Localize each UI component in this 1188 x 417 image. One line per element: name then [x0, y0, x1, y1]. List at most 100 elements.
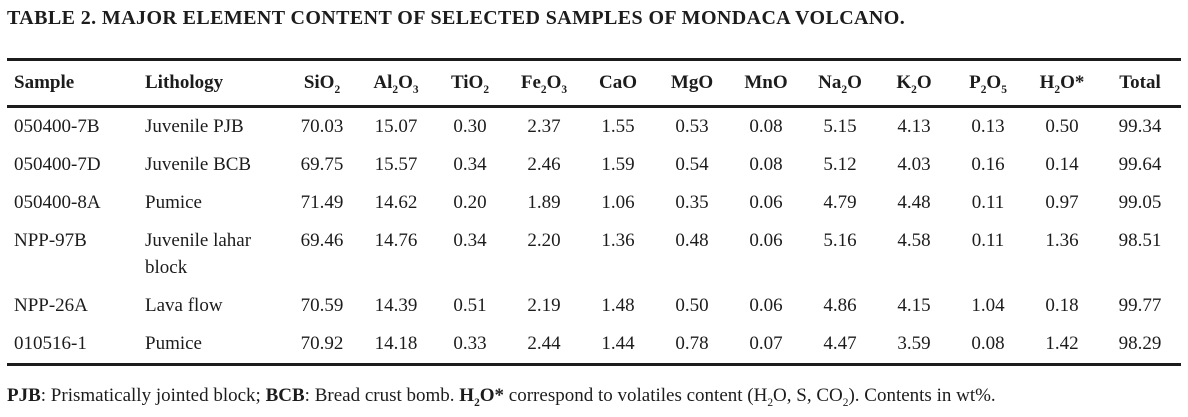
value-cell: 0.14: [1045, 154, 1079, 175]
value-cell: 0.54: [675, 154, 709, 175]
value-cell: 14.18: [374, 333, 418, 354]
sample-cell: 050400-7D: [14, 154, 101, 175]
lithology-cell: Juvenile lahar block: [145, 230, 252, 278]
lithology-cell: Juvenile BCB: [145, 154, 252, 175]
value-cell: 4.03: [897, 154, 931, 175]
value-cell: 0.08: [749, 116, 783, 137]
value-cell: 99.77: [1118, 295, 1162, 316]
column-header: H2O*: [1039, 72, 1085, 96]
value-cell: 4.13: [897, 116, 931, 137]
value-cell: 0.48: [675, 230, 709, 251]
footnote-segment: H2O*: [459, 385, 505, 409]
value-cell: 4.48: [897, 192, 931, 213]
value-cell: 1.36: [1045, 230, 1079, 251]
footnote-segment: : Bread crust bomb.: [304, 385, 460, 406]
footnote-segment: BCB: [265, 385, 305, 406]
value-cell: 0.11: [971, 192, 1005, 213]
value-cell: 2.44: [527, 333, 561, 354]
value-cell: 0.34: [453, 154, 487, 175]
column-header: SiO2: [303, 72, 341, 96]
value-cell: 15.57: [374, 154, 418, 175]
value-cell: 1.42: [1045, 333, 1079, 354]
value-cell: 69.46: [300, 230, 344, 251]
value-cell: 0.78: [675, 333, 709, 354]
value-cell: 2.46: [527, 154, 561, 175]
value-cell: 14.39: [374, 295, 418, 316]
value-cell: 71.49: [300, 192, 344, 213]
value-cell: 99.05: [1118, 192, 1162, 213]
sample-cell: 010516-1: [14, 333, 87, 354]
footnote-segment: PJB: [7, 385, 41, 406]
column-header: Na2O: [818, 72, 862, 96]
value-cell: 1.48: [601, 295, 635, 316]
value-cell: 4.15: [897, 295, 931, 316]
value-cell: 1.55: [601, 116, 635, 137]
value-cell: 0.20: [453, 192, 487, 213]
value-cell: 4.79: [823, 192, 857, 213]
column-header: CaO: [599, 72, 637, 93]
value-cell: 2.37: [527, 116, 561, 137]
value-cell: 0.50: [675, 295, 709, 316]
value-cell: 4.47: [823, 333, 857, 354]
value-cell: 14.62: [374, 192, 418, 213]
value-cell: 1.44: [601, 333, 635, 354]
value-cell: 5.12: [823, 154, 857, 175]
table-row: NPP-26A Lava flow 70.59 14.39 0.51 2.19 1.48 0.…: [7, 287, 1181, 325]
value-cell: 1.89: [527, 192, 561, 213]
value-cell: 0.30: [453, 116, 487, 137]
value-cell: 5.16: [823, 230, 857, 251]
value-cell: 14.76: [374, 230, 418, 251]
value-cell: 15.07: [374, 116, 418, 137]
value-cell: 70.92: [300, 333, 344, 354]
table-body: 050400-7B Juvenile PJB 70.03 15.07 0.30 2.37 1…: [7, 107, 1181, 365]
value-cell: 4.86: [823, 295, 857, 316]
value-cell: 99.64: [1118, 154, 1162, 175]
value-cell: 0.18: [1045, 295, 1079, 316]
value-cell: 0.53: [675, 116, 709, 137]
table-title: TABLE 2. MAJOR ELEMENT CONTENT OF SELECT…: [7, 7, 906, 29]
value-cell: 0.06: [749, 192, 783, 213]
value-cell: 70.59: [300, 295, 344, 316]
lithology-cell: Juvenile PJB: [145, 116, 244, 137]
value-cell: 0.33: [453, 333, 487, 354]
lithology-cell: Lava flow: [145, 295, 223, 316]
column-header: Total: [1119, 72, 1161, 93]
sample-cell: 050400-8A: [14, 192, 101, 213]
value-cell: 5.15: [823, 116, 857, 137]
column-header: TiO2: [450, 72, 490, 96]
value-cell: 0.13: [971, 116, 1005, 137]
column-header: MnO: [744, 72, 788, 93]
lithology-cell: Pumice: [145, 333, 202, 354]
value-cell: 69.75: [300, 154, 344, 175]
value-cell: 0.97: [1045, 192, 1079, 213]
value-cell: 0.08: [749, 154, 783, 175]
table-row: 050400-7B Juvenile PJB 70.03 15.07 0.30 2.37 1…: [7, 107, 1181, 147]
value-cell: 70.03: [300, 116, 344, 137]
column-header: K2O: [896, 72, 932, 96]
footnote-segment: correspond to volatiles content (H2O, S,…: [504, 385, 996, 409]
column-header: P2O5: [969, 72, 1007, 96]
value-cell: 2.20: [527, 230, 561, 251]
value-cell: 1.06: [601, 192, 635, 213]
value-cell: 0.16: [971, 154, 1005, 175]
value-cell: 1.59: [601, 154, 635, 175]
value-cell: 0.06: [749, 230, 783, 251]
footnote-segment: : Prismatically jointed block;: [40, 385, 266, 406]
value-cell: 0.51: [453, 295, 487, 316]
sample-cell: NPP-26A: [14, 295, 88, 316]
value-cell: 0.06: [749, 295, 783, 316]
value-cell: 0.07: [749, 333, 783, 354]
value-cell: 1.36: [601, 230, 635, 251]
value-cell: 99.34: [1118, 116, 1162, 137]
table-row: 050400-8A Pumice 71.49 14.62 0.20 1.89 1.06 0.3…: [7, 184, 1181, 222]
value-cell: 4.58: [897, 230, 931, 251]
table-row: NPP-97B Juvenile lahar block 69.46 14.76 0.3…: [7, 222, 1181, 287]
table-row: 050400-7D Juvenile BCB 69.75 15.57 0.34 2.46 1…: [7, 146, 1181, 184]
lithology-cell: Pumice: [145, 192, 202, 213]
column-header: Lithology: [145, 72, 224, 93]
value-cell: 0.08: [971, 333, 1005, 354]
sample-cell: 050400-7B: [14, 116, 100, 137]
value-cell: 1.04: [971, 295, 1005, 316]
column-header: MgO: [670, 72, 714, 93]
